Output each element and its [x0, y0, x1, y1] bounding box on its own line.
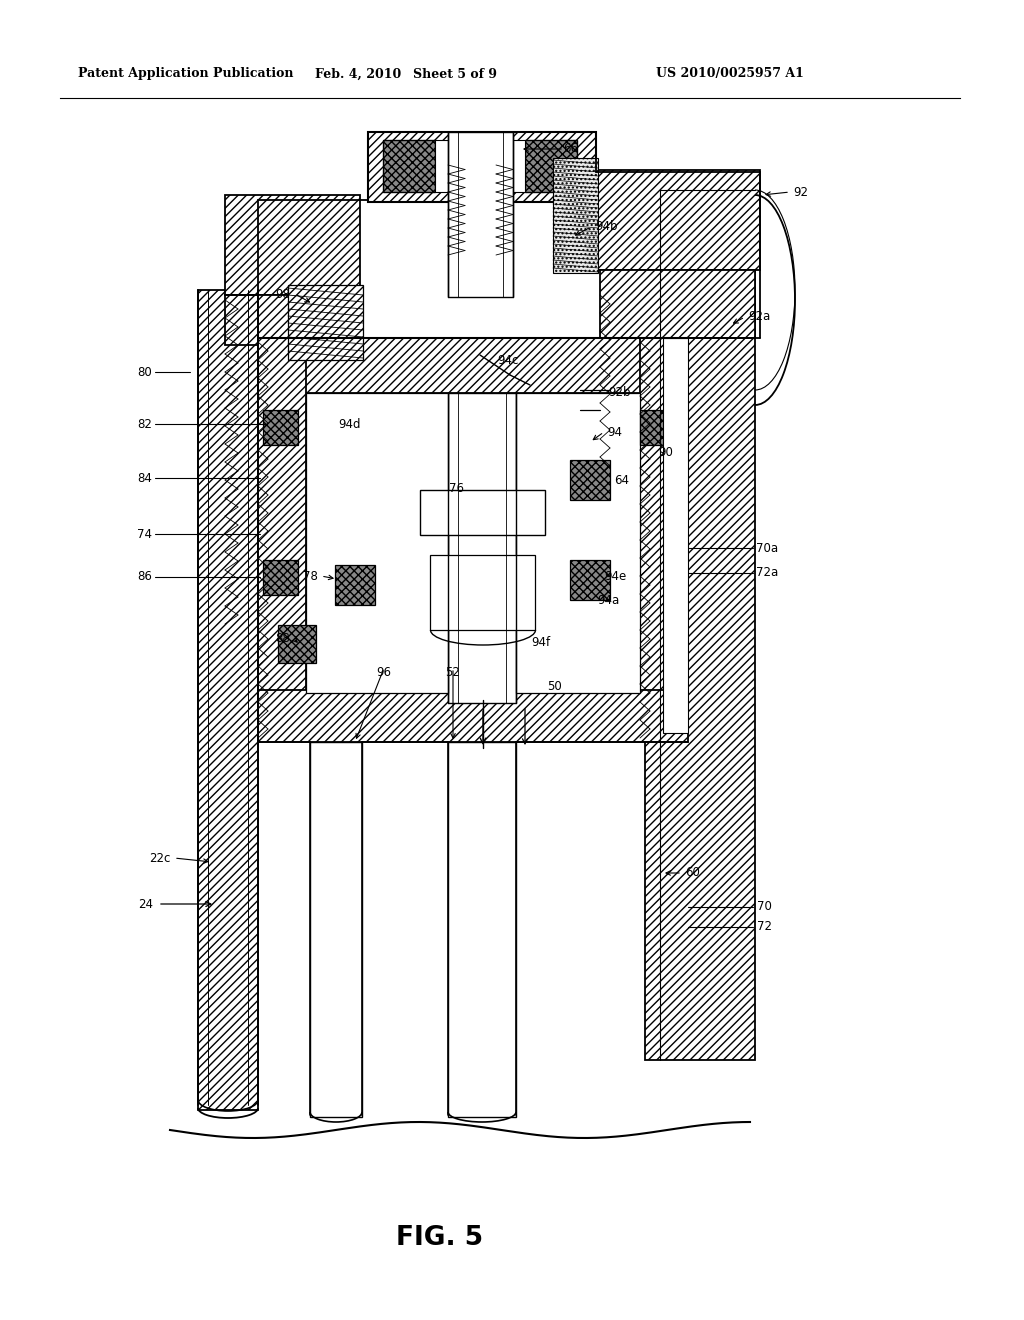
Text: 94a: 94a — [597, 594, 620, 606]
Text: 94: 94 — [607, 425, 622, 438]
Text: 64: 64 — [614, 474, 629, 487]
Text: 98: 98 — [275, 288, 290, 301]
Bar — [198, 290, 258, 1110]
Text: 88: 88 — [275, 631, 290, 644]
Text: FIG. 5: FIG. 5 — [396, 1225, 483, 1251]
Text: 70a: 70a — [756, 541, 778, 554]
Text: US 2010/0025957 A1: US 2010/0025957 A1 — [656, 67, 804, 81]
Bar — [645, 190, 755, 1060]
Text: 76: 76 — [450, 482, 465, 495]
Text: 66: 66 — [563, 143, 579, 156]
Bar — [435, 140, 525, 191]
Text: 86: 86 — [137, 570, 152, 583]
Bar — [263, 560, 298, 595]
Text: Feb. 4, 2010: Feb. 4, 2010 — [314, 67, 401, 81]
Bar — [570, 560, 610, 601]
Text: 96: 96 — [377, 665, 391, 678]
Text: 52: 52 — [445, 665, 461, 678]
Bar — [570, 459, 610, 500]
Bar — [449, 132, 513, 297]
Text: 84: 84 — [137, 471, 152, 484]
Bar — [449, 393, 516, 704]
Bar — [258, 338, 648, 393]
Bar — [288, 285, 362, 360]
Bar — [420, 490, 545, 535]
Bar — [516, 393, 640, 693]
Bar — [585, 170, 760, 271]
Text: 22c: 22c — [150, 851, 171, 865]
Bar — [525, 140, 577, 191]
Bar — [640, 338, 688, 733]
Bar — [600, 271, 755, 338]
Text: 94e: 94e — [604, 570, 627, 583]
Bar — [258, 338, 306, 733]
Text: 72: 72 — [757, 920, 772, 933]
Bar — [310, 742, 362, 1117]
Text: 90: 90 — [658, 446, 673, 459]
Bar — [263, 411, 298, 445]
Text: 80: 80 — [137, 366, 152, 379]
Text: 94b: 94b — [595, 220, 617, 234]
Text: Sheet 5 of 9: Sheet 5 of 9 — [413, 67, 497, 81]
Text: 60: 60 — [685, 866, 699, 879]
Bar — [278, 624, 316, 663]
Text: 92a: 92a — [748, 310, 770, 323]
Text: 94c: 94c — [497, 354, 518, 367]
Bar — [383, 140, 435, 191]
Text: 92: 92 — [793, 186, 808, 198]
Bar — [368, 132, 596, 202]
Text: 82: 82 — [137, 417, 152, 430]
Bar — [225, 294, 305, 345]
Bar — [306, 393, 449, 693]
Bar — [640, 411, 675, 445]
Text: 24: 24 — [138, 898, 153, 911]
Bar — [225, 195, 360, 294]
Text: 78: 78 — [303, 569, 318, 582]
Text: 92b: 92b — [608, 387, 631, 400]
Text: 94d: 94d — [338, 417, 360, 430]
Text: 74: 74 — [137, 528, 152, 540]
Bar — [258, 690, 688, 742]
Bar — [663, 338, 688, 733]
Text: 70: 70 — [757, 900, 772, 913]
Text: 94f: 94f — [531, 636, 550, 649]
Bar — [553, 158, 598, 273]
Bar — [430, 554, 535, 630]
Bar — [449, 742, 516, 1117]
Text: Patent Application Publication: Patent Application Publication — [78, 67, 294, 81]
Bar — [335, 565, 375, 605]
Text: 50: 50 — [547, 680, 562, 693]
Text: 72a: 72a — [756, 566, 778, 579]
